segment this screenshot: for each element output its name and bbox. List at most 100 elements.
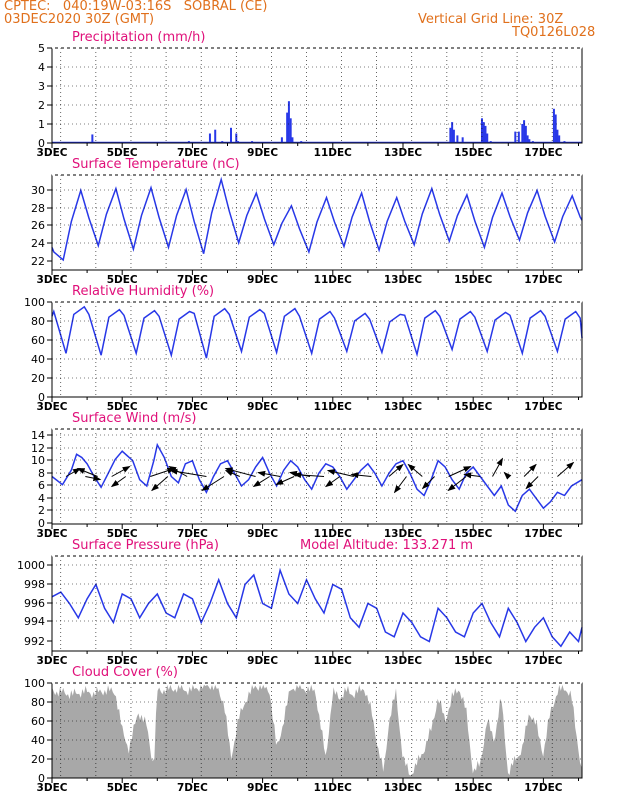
run-code: TQ0126L028 <box>512 25 596 40</box>
temp-xtick-label: 3DEC <box>37 274 68 286</box>
wind-arrow <box>448 466 472 477</box>
pressure-xtick-label: 3DEC <box>37 655 68 667</box>
cloud-ytick-label: 0 <box>38 772 45 785</box>
precip-xtick-label: 15DEC <box>454 147 493 159</box>
precip-xtick-label: 13DEC <box>384 147 423 159</box>
wind-arrow <box>224 467 256 477</box>
precip-bar <box>452 129 455 143</box>
precip-bar <box>526 135 529 143</box>
wind-ytick-label: 14 <box>31 429 45 442</box>
rh-xtick-label: 15DEC <box>454 401 493 413</box>
wind-arrow <box>257 470 281 477</box>
precip-xtick-label: 7DEC <box>177 147 208 159</box>
wind-xtick-label: 15DEC <box>454 528 493 540</box>
wind-ytick-label: 4 <box>38 492 45 505</box>
pressure-xtick-label: 15DEC <box>454 655 493 667</box>
wind-arrow <box>492 457 503 477</box>
rh-ytick-label: 60 <box>31 334 45 347</box>
pressure-panel: 992 994 996 998 1000 3DEC 5DEC 7DEC 9DEC 11DEC 13D… <box>17 538 583 667</box>
precip-bar <box>486 133 489 143</box>
rh-xtick-label: 17DEC <box>524 401 563 413</box>
pressure-line <box>51 567 583 648</box>
precip-bar <box>514 131 517 143</box>
rh-title: Relative Humidity (%) <box>72 284 214 299</box>
wind-arrow <box>463 472 481 479</box>
precip-bar <box>554 114 557 143</box>
precip-bar <box>287 101 290 143</box>
pressure-xtick-label: 7DEC <box>177 655 208 667</box>
cloud-title: Cloud Cover (%) <box>72 665 178 680</box>
rh-xtick-label: 7DEC <box>177 401 208 413</box>
pressure-xtick-label: 17DEC <box>524 655 563 667</box>
model-altitude: Model Altitude: 133.271 m <box>300 538 473 553</box>
precip-bar <box>552 108 555 143</box>
precip-title: Precipitation (mm/h) <box>72 30 205 45</box>
precip-bar <box>289 118 292 143</box>
temp-xtick-label: 5DEC <box>107 274 138 286</box>
rh-xtick-label: 9DEC <box>247 401 278 413</box>
precip-xtick-label: 17DEC <box>524 147 563 159</box>
pressure-xtick-label: 13DEC <box>384 655 423 667</box>
precip-bar <box>461 137 464 143</box>
cloud-xtick-label: 15DEC <box>454 782 493 794</box>
temp-xtick-label: 9DEC <box>247 274 278 286</box>
cloud-panel: 0 20 40 60 80 100 3DEC 5DEC 7DEC 9DEC 11DEC 13DEC 15… <box>24 665 583 794</box>
wind-arrow <box>169 468 207 477</box>
temp-ytick-label: 26 <box>31 219 45 232</box>
pressure-frame <box>51 555 583 652</box>
cloud-xtick-label: 7DEC <box>177 782 208 794</box>
precip-bar <box>208 133 211 143</box>
wind-arrow <box>275 476 295 485</box>
precip-ytick-label: 1 <box>38 118 45 131</box>
precip-xtick-label: 9DEC <box>247 147 278 159</box>
wind-ytick-label: 8 <box>38 467 45 480</box>
precip-bar <box>523 120 526 143</box>
precip-bar <box>451 122 454 143</box>
cloud-xtick-label: 9DEC <box>247 782 278 794</box>
temp-ytick-label: 24 <box>31 237 45 250</box>
wind-arrow <box>110 476 126 488</box>
rh-xtick-label: 13DEC <box>384 401 423 413</box>
temp-xtick-label: 17DEC <box>524 274 563 286</box>
temp-title: Surface Temperature (nC) <box>72 157 240 172</box>
wind-arrow <box>525 476 539 490</box>
precip-bar <box>556 129 559 143</box>
wind-arrow <box>421 476 435 490</box>
precip-bar <box>482 122 485 143</box>
wind-ytick-label: 12 <box>31 442 45 455</box>
precip-panel: 0 1 2 3 4 5 3DEC 5DEC 7DEC 9DEC 11DEC 13DEC 15DEC 17D… <box>37 30 583 159</box>
precip-bar <box>280 137 283 143</box>
temp-ytick-label: 22 <box>31 255 45 268</box>
rh-ytick-label: 20 <box>31 372 45 385</box>
cloud-ytick-label: 40 <box>31 734 45 747</box>
wind-arrow <box>523 463 537 477</box>
wind-arrow <box>111 466 131 477</box>
cloud-ytick-label: 20 <box>31 753 45 766</box>
wind-arrow <box>76 468 98 477</box>
cloud-xtick-label: 11DEC <box>314 782 353 794</box>
pressure-ytick-label: 1000 <box>17 559 45 572</box>
wind-xtick-label: 13DEC <box>384 528 423 540</box>
cloud-xtick-label: 13DEC <box>384 782 423 794</box>
precip-ytick-label: 4 <box>38 61 45 74</box>
temp-ytick-label: 30 <box>31 184 45 197</box>
precip-ytick-label: 2 <box>38 99 45 112</box>
wind-xtick-label: 3DEC <box>37 528 68 540</box>
precip-bar <box>456 135 459 143</box>
precip-xtick-label: 5DEC <box>107 147 138 159</box>
rh-panel: 0 20 40 60 80 100 3DEC 5DEC 7DEC 9DEC 11DEC 13DEC 15… <box>24 284 583 413</box>
rh-ytick-label: 100 <box>24 296 45 309</box>
temp-line <box>51 176 583 262</box>
precip-bar <box>484 125 487 143</box>
wind-arrow <box>557 461 575 477</box>
cloud-ytick-label: 100 <box>24 677 45 690</box>
wind-arrow <box>201 476 225 492</box>
precip-bar <box>558 135 561 143</box>
wind-arrow <box>85 475 102 482</box>
wind-xtick-label: 7DEC <box>177 528 208 540</box>
rh-ytick-label: 40 <box>31 353 45 366</box>
precip-bar <box>521 124 524 143</box>
cloud-xtick-label: 5DEC <box>107 782 138 794</box>
wind-arrow <box>447 476 467 492</box>
rh-ytick-label: 0 <box>38 391 45 404</box>
